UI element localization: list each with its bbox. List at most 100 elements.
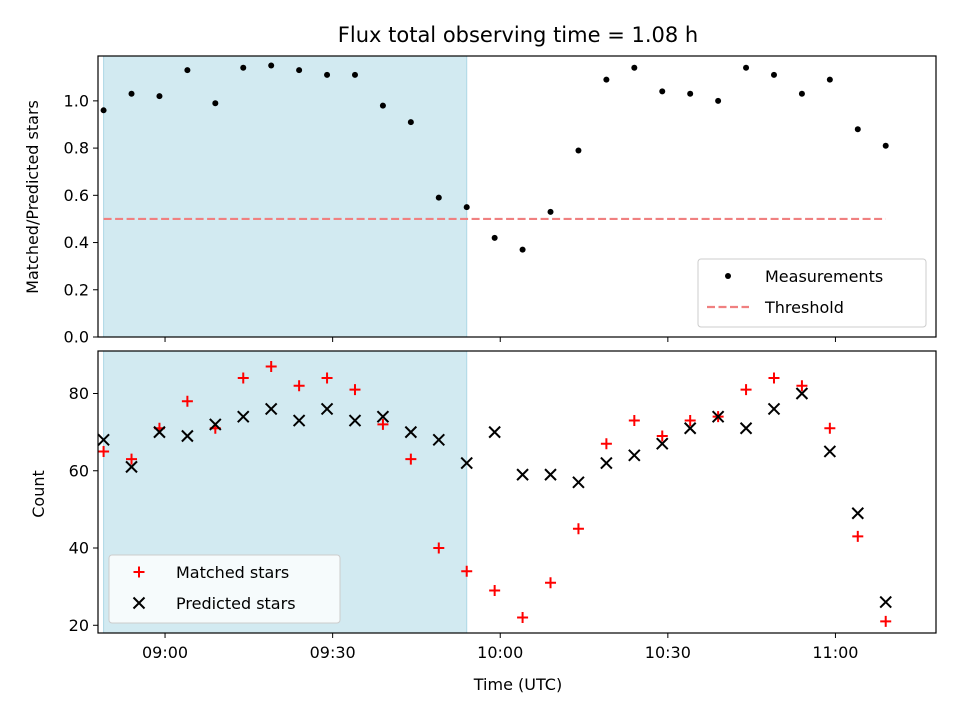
y-tick-label: 20 bbox=[69, 616, 89, 635]
bottom-ylabel: Count bbox=[29, 470, 48, 518]
y-tick-label: 0.0 bbox=[64, 328, 89, 347]
measurement-point bbox=[324, 71, 331, 78]
measurement-point bbox=[156, 93, 163, 100]
chart-title: Flux total observing time = 1.08 h bbox=[338, 23, 698, 47]
matched-star-point bbox=[824, 422, 836, 434]
legend-label: Matched stars bbox=[176, 563, 289, 582]
predicted-star-point bbox=[711, 410, 725, 423]
x-tick-label: 11:00 bbox=[812, 643, 858, 662]
measurement-point bbox=[631, 64, 638, 71]
legend-box bbox=[697, 258, 927, 328]
matched-star-point bbox=[126, 453, 138, 465]
matched-star-point bbox=[656, 430, 668, 442]
measurement-point bbox=[351, 71, 358, 78]
matched-star-point bbox=[628, 415, 640, 427]
matched-star-point bbox=[545, 577, 557, 589]
predicted-star-point bbox=[460, 456, 473, 470]
predicted-star-point bbox=[320, 402, 334, 416]
matched-star-point bbox=[433, 542, 445, 554]
matched-star-point bbox=[349, 384, 361, 396]
matched-star-point bbox=[489, 585, 501, 597]
predicted-star-point bbox=[432, 433, 445, 447]
top-ylabel: Matched/Predicted stars bbox=[23, 100, 42, 294]
measurement-point bbox=[296, 67, 303, 74]
legend-marker bbox=[725, 273, 731, 279]
measurement-point bbox=[882, 142, 889, 149]
measurement-point bbox=[128, 90, 135, 97]
legend-marker bbox=[132, 596, 146, 610]
measurement-point bbox=[603, 76, 610, 83]
predicted-star-point bbox=[488, 425, 501, 439]
predicted-star-point bbox=[516, 468, 529, 481]
measurement-point bbox=[100, 107, 107, 114]
predicted-star-point bbox=[544, 468, 557, 481]
measurement-point bbox=[491, 234, 498, 241]
measurement-point bbox=[715, 97, 722, 104]
predicted-star-point bbox=[348, 414, 362, 427]
measurement-point bbox=[659, 88, 666, 95]
predicted-star-point bbox=[600, 456, 613, 470]
matched-star-point bbox=[321, 372, 333, 384]
legend-label: Predicted stars bbox=[176, 594, 296, 613]
y-tick-label: 0.8 bbox=[64, 139, 89, 158]
x-tick-label: 10:00 bbox=[477, 643, 523, 662]
predicted-star-point bbox=[376, 410, 390, 423]
matched-star-point bbox=[377, 418, 389, 430]
measurement-point bbox=[854, 126, 861, 133]
matched-star-point bbox=[852, 530, 864, 542]
predicted-star-point bbox=[572, 476, 585, 489]
matched-star-point bbox=[405, 453, 417, 465]
measurement-point bbox=[798, 90, 805, 97]
matched-star-point bbox=[98, 445, 110, 457]
predicted-star-point bbox=[767, 402, 781, 416]
measurement-point bbox=[379, 102, 386, 109]
measurement-point bbox=[770, 71, 777, 78]
panels: 0.0 0.2 0.4 0.6 0.8 1.0 Measurements Threshold 2… bbox=[64, 55, 937, 662]
matched-star-point bbox=[600, 438, 612, 450]
matched-star-point bbox=[517, 612, 529, 624]
legend-label: Threshold bbox=[764, 298, 844, 317]
x-tick-label: 09:00 bbox=[142, 643, 188, 662]
axes-frame bbox=[97, 350, 937, 634]
matched-star-point bbox=[880, 615, 892, 627]
measurement-point bbox=[184, 67, 191, 74]
matched-star-point bbox=[684, 415, 696, 427]
predicted-star-point bbox=[879, 595, 892, 609]
predicted-star-point bbox=[683, 422, 697, 435]
legend-label: Measurements bbox=[765, 267, 883, 286]
predicted-star-point bbox=[209, 418, 222, 431]
measurement-point bbox=[212, 100, 219, 107]
predicted-star-point bbox=[153, 425, 166, 439]
x-tick-label: 10:30 bbox=[645, 643, 691, 662]
predicted-star-point bbox=[656, 437, 669, 450]
y-tick-label: 60 bbox=[69, 461, 89, 480]
bottom-xlabel: Time (UTC) bbox=[473, 675, 562, 694]
y-tick-label: 40 bbox=[69, 539, 89, 558]
predicted-star-point bbox=[795, 387, 809, 400]
predicted-star-point bbox=[823, 445, 837, 458]
measurement-point bbox=[519, 246, 526, 253]
predicted-star-point bbox=[292, 414, 306, 427]
measurement-point bbox=[268, 62, 275, 69]
y-tick-label: 1.0 bbox=[64, 91, 89, 110]
measurement-point bbox=[575, 147, 582, 154]
predicted-star-point bbox=[851, 507, 864, 520]
matched-star-point bbox=[293, 380, 305, 392]
matched-star-point bbox=[237, 372, 249, 384]
matched-star-point bbox=[265, 360, 277, 372]
predicted-star-point bbox=[264, 402, 278, 416]
x-tick-label: 09:30 bbox=[310, 643, 356, 662]
measurement-point bbox=[743, 64, 750, 71]
matched-star-point bbox=[461, 565, 473, 577]
legend-marker bbox=[133, 566, 145, 578]
predicted-star-point bbox=[181, 429, 194, 443]
matched-star-point bbox=[740, 384, 752, 396]
y-tick-label: 0.4 bbox=[64, 233, 89, 252]
matched-star-point bbox=[796, 380, 808, 392]
matched-star-point bbox=[768, 372, 780, 384]
shaded-interval bbox=[103, 55, 468, 338]
y-tick-label: 80 bbox=[69, 384, 89, 403]
predicted-star-point bbox=[237, 410, 250, 423]
